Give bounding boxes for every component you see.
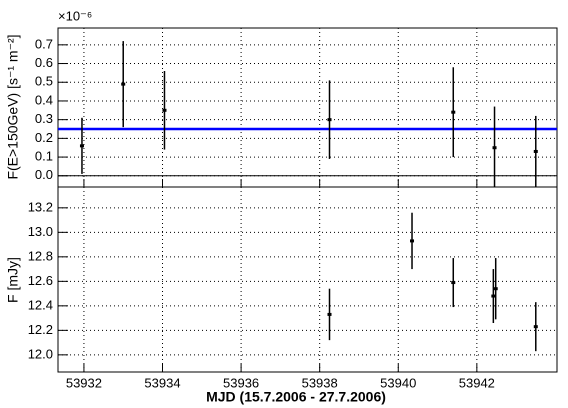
data-point (491, 294, 496, 298)
y-tick-label: 0.3 (35, 111, 53, 126)
data-point (533, 325, 538, 329)
y-multiplier: ×10⁻⁶ (58, 8, 92, 23)
data-point (493, 287, 498, 291)
x-tick-label: 53934 (144, 375, 180, 390)
data-point (451, 110, 456, 114)
x-tick-label: 53936 (223, 375, 259, 390)
x-tick-label: 53932 (66, 375, 102, 390)
data-point (79, 144, 84, 148)
y-axis-label: F(E>150GeV) [s⁻¹ m⁻²] (5, 34, 21, 179)
y-tick-label: 0.2 (35, 130, 53, 145)
y-tick-label: 12.4 (28, 297, 53, 312)
y-axis-label: F [mJy] (5, 257, 21, 303)
data-point (327, 312, 332, 316)
data-point (121, 82, 126, 86)
y-tick-label: 12.8 (28, 248, 53, 263)
data-point (451, 281, 456, 285)
data-point (162, 108, 167, 112)
data-point (492, 146, 497, 150)
plot-frame (57, 186, 558, 373)
y-tick-label: 12.0 (28, 346, 53, 361)
y-tick-label: 0.6 (35, 55, 53, 70)
x-tick-label: 53940 (380, 375, 416, 390)
x-tick-label: 53942 (459, 375, 495, 390)
data-point (533, 149, 538, 153)
plot-frame (57, 27, 558, 188)
y-tick-label: 0.5 (35, 74, 53, 89)
x-tick-label: 53938 (302, 375, 338, 390)
y-tick-label: 0.0 (35, 167, 53, 182)
y-tick-label: 12.6 (28, 273, 53, 288)
x-axis-label: MJD (15.7.2006 - 27.7.2006) (206, 389, 386, 405)
y-tick-label: 13.2 (28, 199, 53, 214)
data-point (410, 239, 415, 243)
y-tick-label: 12.2 (28, 322, 53, 337)
data-point (327, 118, 332, 122)
y-tick-label: 0.7 (35, 36, 53, 51)
y-tick-label: 13.0 (28, 224, 53, 239)
y-tick-label: 0.1 (35, 149, 53, 164)
y-tick-label: 0.4 (35, 92, 53, 107)
